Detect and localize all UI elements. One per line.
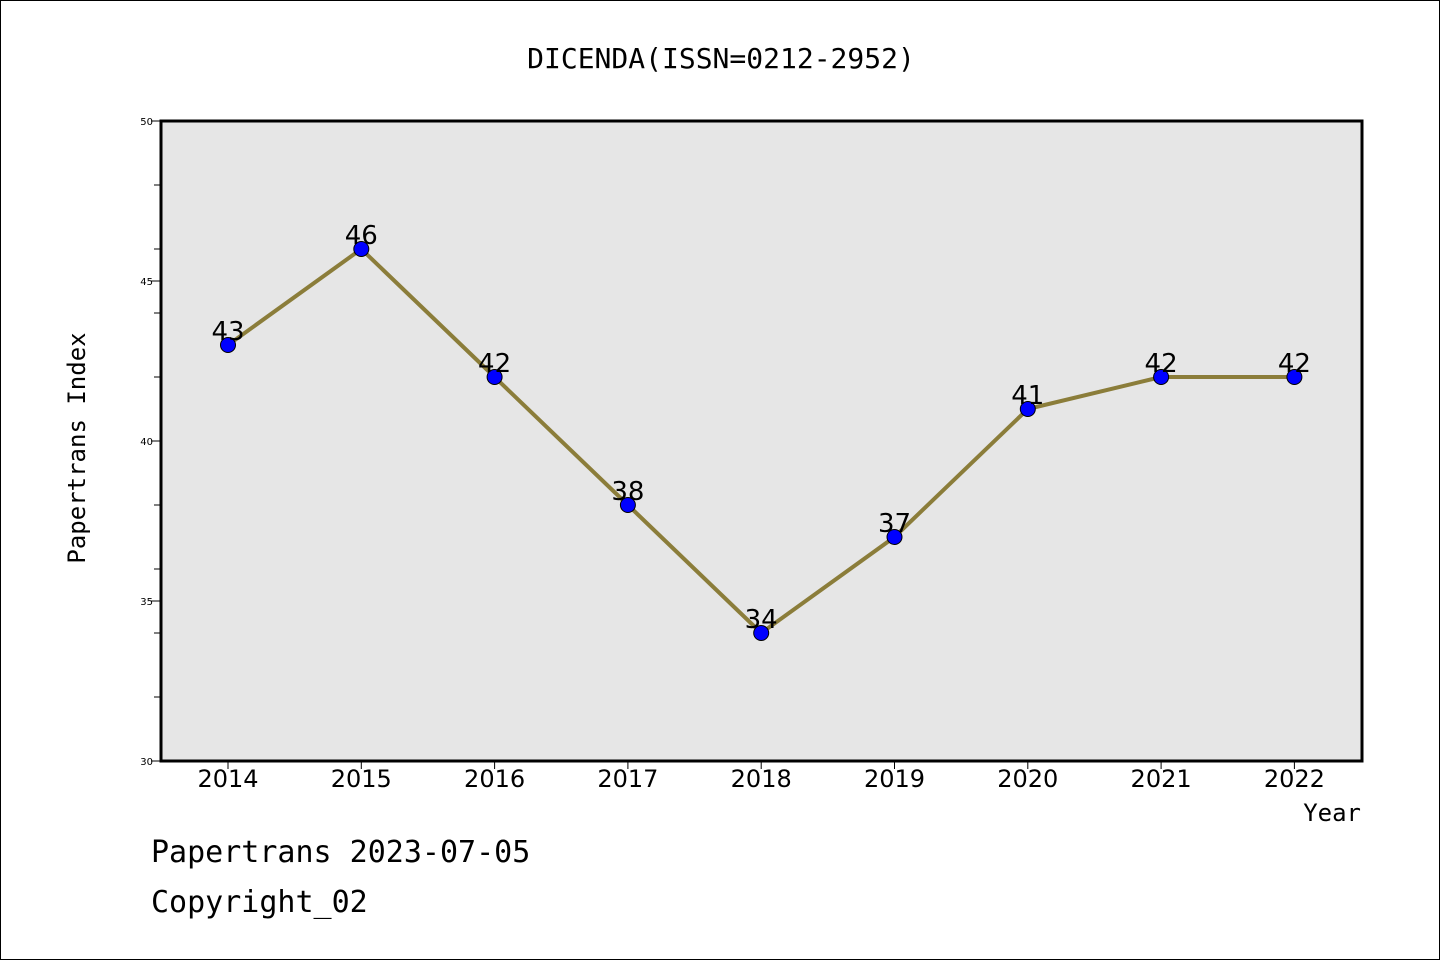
plot-area — [159, 119, 1364, 763]
x-axis-label: Year — [1303, 799, 1361, 827]
data-point — [619, 497, 636, 513]
data-label: 42 — [1278, 349, 1311, 379]
footer-copyright: Copyright_02 — [151, 885, 368, 920]
x-tick-label: 2019 — [864, 765, 925, 793]
x-tick-label: 2018 — [731, 765, 792, 793]
x-tick-label: 2022 — [1264, 765, 1325, 793]
x-tick-label: 2015 — [331, 765, 392, 793]
footer-source: Papertrans 2023-07-05 — [151, 835, 531, 870]
x-tick-label: 2021 — [1131, 765, 1192, 793]
data-label: 41 — [1011, 381, 1044, 411]
data-point — [220, 337, 236, 353]
y-tick-label: 35 — [140, 597, 153, 608]
y-tick-label: 45 — [140, 277, 153, 288]
data-point — [886, 529, 903, 545]
data-label: 34 — [745, 605, 778, 635]
data-label: 42 — [1145, 349, 1178, 379]
x-tick-label: 2014 — [197, 765, 258, 793]
y-tick-label: 30 — [140, 757, 153, 768]
y-tick-label: 40 — [140, 437, 153, 448]
y-axis-label: Papertrans Index — [63, 332, 91, 563]
data-label: 38 — [611, 477, 644, 507]
x-tick-label: 2016 — [464, 765, 525, 793]
x-tick-label: 2020 — [997, 765, 1058, 793]
data-label: 42 — [478, 349, 511, 379]
y-tick-label: 50 — [140, 117, 153, 128]
data-label: 43 — [211, 317, 244, 347]
x-axis: 2014 2015 2016 2017 2018 2019 2020 2021 2022 — [197, 761, 1325, 793]
data-label: 37 — [878, 509, 911, 539]
data-point — [753, 625, 770, 641]
y-axis: 30 35 40 45 50 — [140, 117, 161, 768]
chart-title: DICENDA(ISSN=0212-2952) — [527, 42, 915, 75]
x-tick-label: 2017 — [597, 765, 658, 793]
series-layer: 43 46 42 38 34 37 41 42 42 — [211, 221, 1311, 641]
data-point — [353, 241, 370, 257]
data-point — [486, 369, 503, 385]
data-point — [1286, 369, 1303, 385]
data-label: 46 — [345, 221, 378, 251]
data-point — [1019, 401, 1036, 417]
data-point — [1153, 369, 1170, 385]
